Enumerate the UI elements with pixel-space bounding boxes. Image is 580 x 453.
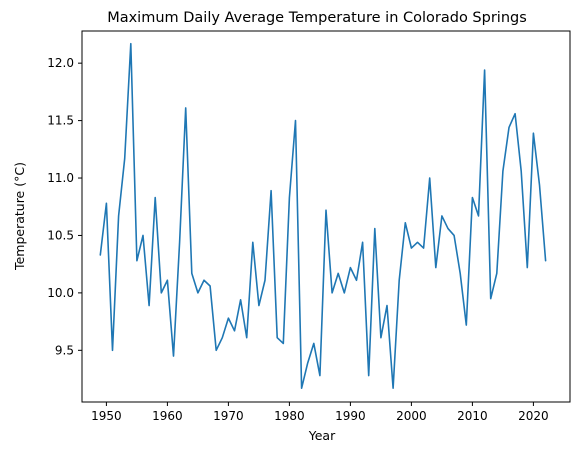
plot-area [81,30,571,403]
x-tick-label: 2020 [518,409,549,423]
plot-frame [81,30,571,403]
x-tick-label: 1950 [91,409,122,423]
series-line [99,42,547,390]
x-tick-label: 1990 [335,409,366,423]
y-axis-label: Temperature (°C) [12,162,27,271]
y-tick-label: 11.0 [47,171,74,185]
y-tick-label: 10.0 [47,286,74,300]
x-tick-label: 1970 [213,409,244,423]
chart-title: Maximum Daily Average Temperature in Col… [107,10,527,26]
y-axis: 9.5 10.0 10.5 11.0 11.5 12.0 [47,56,82,357]
y-tick-label: 10.5 [47,228,74,242]
x-axis-label: Year [308,428,336,443]
y-tick-label: 12.0 [47,56,74,70]
x-axis: 1950 1960 1970 1980 1990 2000 2010 2020 [91,402,549,423]
y-tick-label: 9.5 [55,343,74,357]
x-tick-label: 1960 [152,409,183,423]
x-tick-label: 2000 [396,409,427,423]
y-tick-label: 11.5 [47,114,74,128]
x-tick-label: 1980 [274,409,305,423]
x-tick-label: 2010 [457,409,488,423]
